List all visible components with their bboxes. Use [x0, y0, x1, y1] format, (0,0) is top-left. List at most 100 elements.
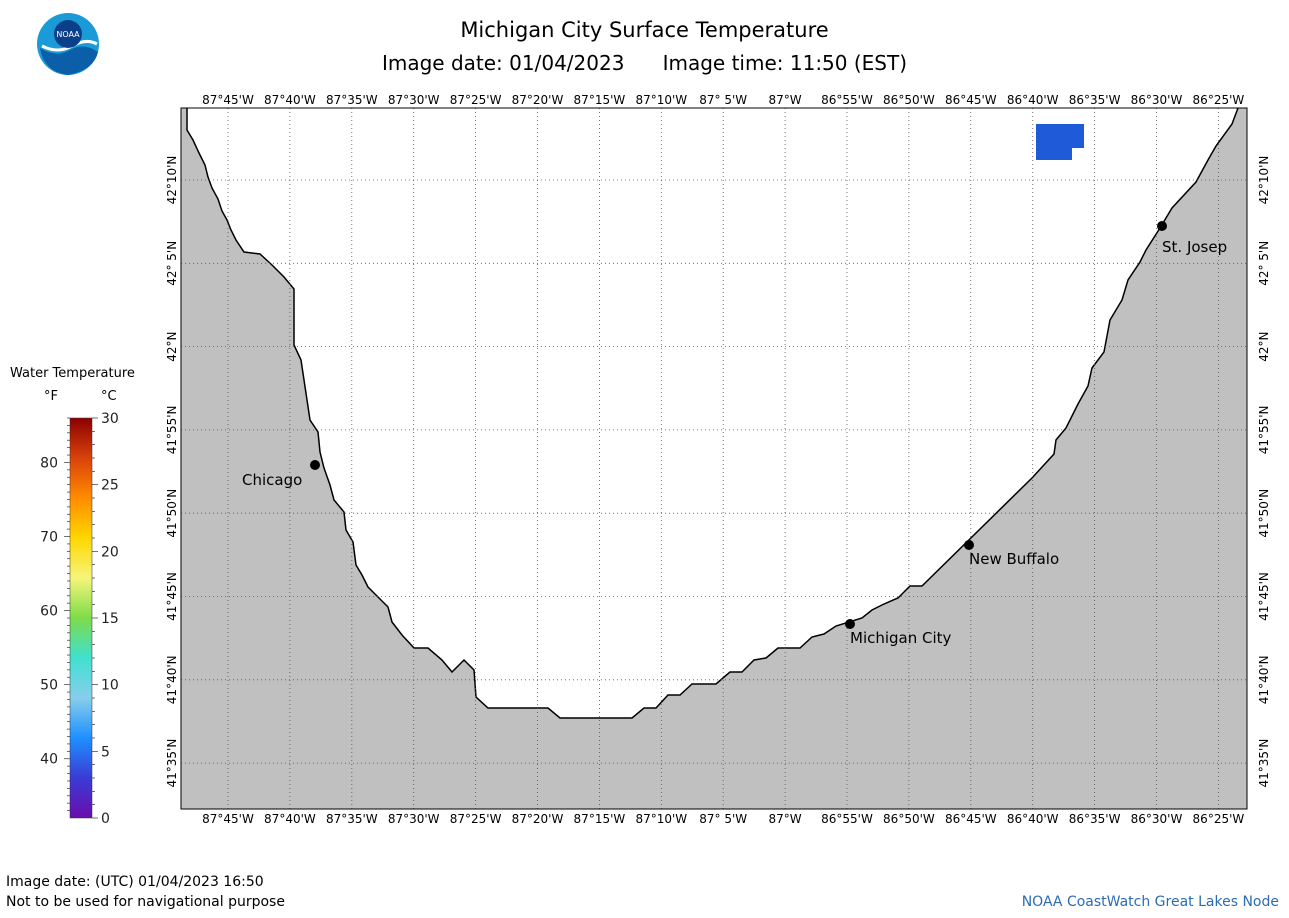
lat-label-right: 41°55'N	[1257, 405, 1271, 454]
logo-text: NOAA	[56, 30, 80, 39]
colorbar-f-labels: 80 70 60 50 40	[40, 455, 58, 767]
lon-label-top: 87°15'W	[574, 93, 626, 107]
lon-label-top: 87°W	[769, 93, 802, 107]
lon-label-top: 87°40'W	[264, 93, 316, 107]
colorbar-c-label: 5	[101, 744, 110, 760]
city-label-new-buffalo: New Buffalo	[969, 550, 1059, 568]
lon-label-bottom: 86°35'W	[1069, 812, 1121, 826]
lon-label-top: 86°50'W	[883, 93, 935, 107]
lon-label-top: 86°25'W	[1193, 93, 1245, 107]
lon-label-top: 87°35'W	[326, 93, 378, 107]
lat-label-right: 42°N	[1257, 331, 1271, 361]
lon-label-bottom: 87°35'W	[326, 812, 378, 826]
disclaimer: Not to be used for navigational purpose	[6, 894, 285, 910]
lat-label-right: 42° 5'N	[1257, 241, 1271, 286]
colorbar-f-label: 40	[40, 752, 58, 768]
colorbar-c-label: 25	[101, 478, 119, 494]
colorbar-minor-ticks-left	[64, 417, 70, 811]
lat-label-left: 41°55'N	[165, 405, 179, 454]
lat-label-left: 41°35'N	[165, 739, 179, 788]
lon-label-bottom: 87°W	[769, 812, 802, 826]
lon-label-bottom: 86°45'W	[945, 812, 997, 826]
lon-label-top: 86°35'W	[1069, 93, 1121, 107]
lon-label-bottom: 87°30'W	[388, 812, 440, 826]
map-frame	[180, 107, 1248, 810]
lon-label-top: 87°20'W	[512, 93, 564, 107]
lon-label-bottom: 87°20'W	[512, 812, 564, 826]
lat-label-right: 41°35'N	[1257, 739, 1271, 788]
legend-unit-c: °C	[101, 389, 117, 404]
lon-label-bottom: 87°45'W	[202, 812, 254, 826]
city-markers: Chicago Michigan City New Buffalo St. Josep	[242, 221, 1227, 647]
lat-label-left: 42°10'N	[165, 156, 179, 205]
city-dot-michigan-city	[845, 619, 855, 629]
image-date: Image date: 01/04/2023	[381, 51, 625, 75]
colorbar-c-labels: 30 25 20 15 10 5 0	[101, 411, 119, 827]
colorbar-c-label: 20	[101, 544, 119, 560]
map-area: 87°45'W 87°40'W 87°35'W 87°30'W 87°25'W 87°20…	[165, 93, 1271, 826]
colorbar-fill	[69, 417, 93, 819]
lon-label-top: 86°55'W	[821, 93, 873, 107]
latitude-labels-left: 42°10'N 42° 5'N 42°N 41°55'N 41°50'N 41°45'N 4…	[165, 156, 179, 788]
lon-label-top: 87°45'W	[202, 93, 254, 107]
credit: NOAA CoastWatch Great Lakes Node	[1021, 894, 1279, 910]
colorbar-c-label: 0	[101, 811, 110, 827]
latitude-labels-right: 42°10'N 42° 5'N 42°N 41°55'N 41°50'N 41°45'N 4…	[1257, 156, 1271, 788]
lat-label-right: 41°45'N	[1257, 572, 1271, 621]
city-label-st-josep: St. Josep	[1162, 238, 1227, 256]
colorbar-f-label: 60	[40, 604, 58, 620]
lon-label-top: 86°40'W	[1007, 93, 1059, 107]
map-title: Michigan City Surface Temperature	[460, 18, 829, 42]
colorbar-f-label: 80	[40, 455, 58, 471]
lat-label-right: 41°50'N	[1257, 489, 1271, 538]
city-label-chicago: Chicago	[242, 471, 302, 489]
longitude-labels-bottom: 87°45'W 87°40'W 87°35'W 87°30'W 87°25'W 87°20…	[202, 812, 1244, 826]
shoreline-west	[186, 107, 1239, 719]
colorbar-f-label: 70	[40, 530, 58, 546]
colorbar-c-label: 30	[101, 411, 119, 427]
lon-label-bottom: 87°10'W	[635, 812, 687, 826]
colorbar-f-label: 50	[40, 678, 58, 694]
lat-label-right: 42°10'N	[1257, 156, 1271, 205]
colorbar-c-label: 15	[101, 611, 119, 627]
lon-label-bottom: 86°25'W	[1193, 812, 1245, 826]
colorbar-c-label: 10	[101, 678, 119, 694]
image-time: Image time: 11:50 (EST)	[662, 51, 908, 75]
graticule	[181, 108, 1247, 809]
lat-label-left: 42°N	[165, 331, 179, 361]
city-dot-st-josep	[1157, 221, 1167, 231]
lon-label-top: 87°10'W	[635, 93, 687, 107]
lon-label-top: 87° 5'W	[699, 93, 747, 107]
utc-date: Image date: (UTC) 01/04/2023 16:50	[6, 874, 264, 890]
colorbar-minor-ticks-right	[92, 417, 98, 819]
lon-label-top: 86°30'W	[1131, 93, 1183, 107]
lon-label-bottom: 87°40'W	[264, 812, 316, 826]
lat-label-left: 41°40'N	[165, 655, 179, 704]
lon-label-bottom: 86°30'W	[1131, 812, 1183, 826]
city-dot-new-buffalo	[964, 540, 974, 550]
land-west	[181, 108, 1247, 809]
lon-label-top: 87°25'W	[450, 93, 502, 107]
lat-label-left: 42° 5'N	[165, 241, 179, 286]
lon-label-bottom: 87°15'W	[574, 812, 626, 826]
lat-label-right: 41°40'N	[1257, 655, 1271, 704]
noaa-logo: NOAA	[37, 13, 99, 75]
city-dot-chicago	[310, 460, 320, 470]
lon-label-bottom: 86°55'W	[821, 812, 873, 826]
lat-label-left: 41°45'N	[165, 572, 179, 621]
lon-label-top: 87°30'W	[388, 93, 440, 107]
lat-label-left: 41°50'N	[165, 489, 179, 538]
lon-label-bottom: 86°40'W	[1007, 812, 1059, 826]
lon-label-bottom: 87° 5'W	[699, 812, 747, 826]
map-subtitle: Image date: 01/04/2023 Image time: 11:50…	[0, 51, 1289, 75]
lon-label-top: 86°45'W	[945, 93, 997, 107]
lon-label-bottom: 86°50'W	[883, 812, 935, 826]
temperature-data-patch	[1036, 124, 1084, 160]
longitude-labels-top: 87°45'W 87°40'W 87°35'W 87°30'W 87°25'W 87°20…	[202, 93, 1244, 107]
lon-label-bottom: 87°25'W	[450, 812, 502, 826]
legend-title: Water Temperature	[10, 366, 135, 381]
legend-unit-f: °F	[44, 389, 58, 404]
city-label-michigan-city: Michigan City	[850, 629, 952, 647]
